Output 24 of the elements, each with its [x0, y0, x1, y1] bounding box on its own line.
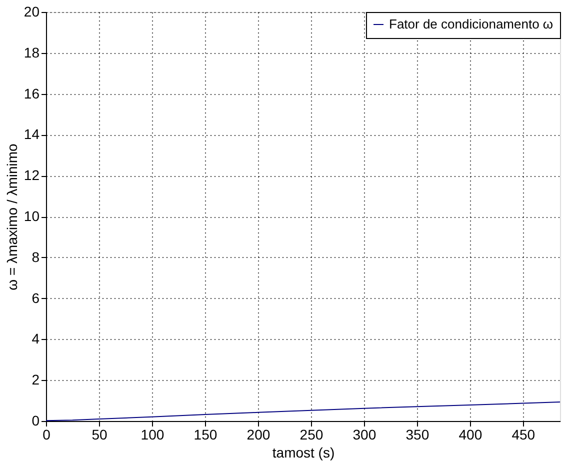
y-tick-label: 14 [24, 126, 40, 142]
y-tick-label: 10 [24, 208, 40, 224]
y-tick-label: 6 [32, 290, 40, 306]
y-tick-label: 0 [32, 412, 40, 428]
x-tick-label: 400 [458, 426, 482, 442]
x-tick-label: 350 [406, 426, 430, 442]
y-tick-label: 4 [32, 330, 40, 347]
x-tick-label: 250 [300, 426, 324, 442]
x-tick-label: 50 [92, 426, 108, 442]
x-axis-title: tamost (s) [272, 444, 335, 460]
y-tick-label: 8 [32, 248, 40, 265]
y-tick-label: 12 [24, 167, 40, 184]
y-tick-label: 16 [24, 85, 40, 102]
y-tick-label: 18 [24, 44, 40, 60]
y-axis-title: ω = λmaximo / λminimo [4, 143, 20, 290]
x-tick-label: 300 [352, 426, 376, 442]
x-tick-label: 100 [140, 426, 164, 442]
x-tick-label: 450 [512, 426, 536, 442]
y-tick-label: 20 [24, 4, 40, 20]
x-tick-label: 150 [194, 426, 218, 442]
x-tick-label: 200 [246, 426, 270, 442]
legend-label: Fator de condicionamento ω [389, 16, 554, 32]
y-tick-label: 2 [32, 372, 40, 388]
x-tick-label: 0 [42, 426, 51, 442]
